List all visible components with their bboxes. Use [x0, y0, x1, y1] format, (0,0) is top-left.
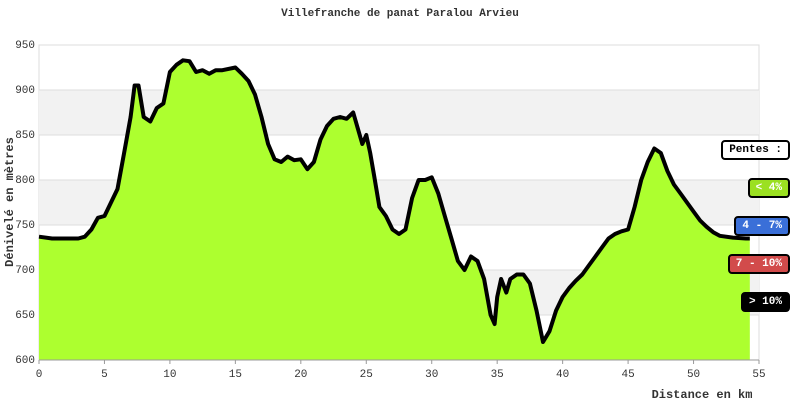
x-tick-label: 30 [425, 369, 438, 381]
legend: Pentes : < 4% 4 - 7% 7 - 10% > 10% [720, 140, 790, 330]
y-axis-label: Dénivelé en mètres [3, 137, 17, 267]
legend-item: 7 - 10% [727, 254, 790, 274]
x-tick-label: 20 [294, 369, 307, 381]
y-tick-label: 850 [15, 130, 35, 142]
legend-item: < 4% [747, 178, 790, 198]
x-tick-label: 25 [360, 369, 373, 381]
y-tick-label: 950 [15, 40, 35, 52]
elevation-line [38, 58, 750, 344]
y-tick-label: 700 [15, 265, 35, 277]
x-tick-label: 35 [491, 369, 504, 381]
x-tick-label: 5 [101, 369, 108, 381]
x-tick-label: 55 [752, 369, 765, 381]
x-tick-label: 10 [163, 369, 176, 381]
x-axis-label: Distance en km [652, 388, 753, 400]
y-tick-label: 600 [15, 355, 35, 367]
x-tick-label: 40 [556, 369, 569, 381]
y-tick-label: 900 [15, 85, 35, 97]
x-tick-label: 45 [621, 369, 634, 381]
x-tick-label: 50 [687, 369, 700, 381]
y-tick-label: 650 [15, 310, 35, 322]
legend-item: > 10% [740, 292, 790, 312]
chart-title: Villefranche de panat Paralou Arvieu [281, 8, 519, 20]
y-tick-label: 800 [15, 175, 35, 187]
x-tick-label: 15 [229, 369, 242, 381]
x-tick-label: 0 [36, 369, 43, 381]
legend-item: 4 - 7% [734, 216, 790, 236]
legend-item: Pentes : [721, 140, 790, 160]
y-tick-label: 750 [15, 220, 35, 232]
